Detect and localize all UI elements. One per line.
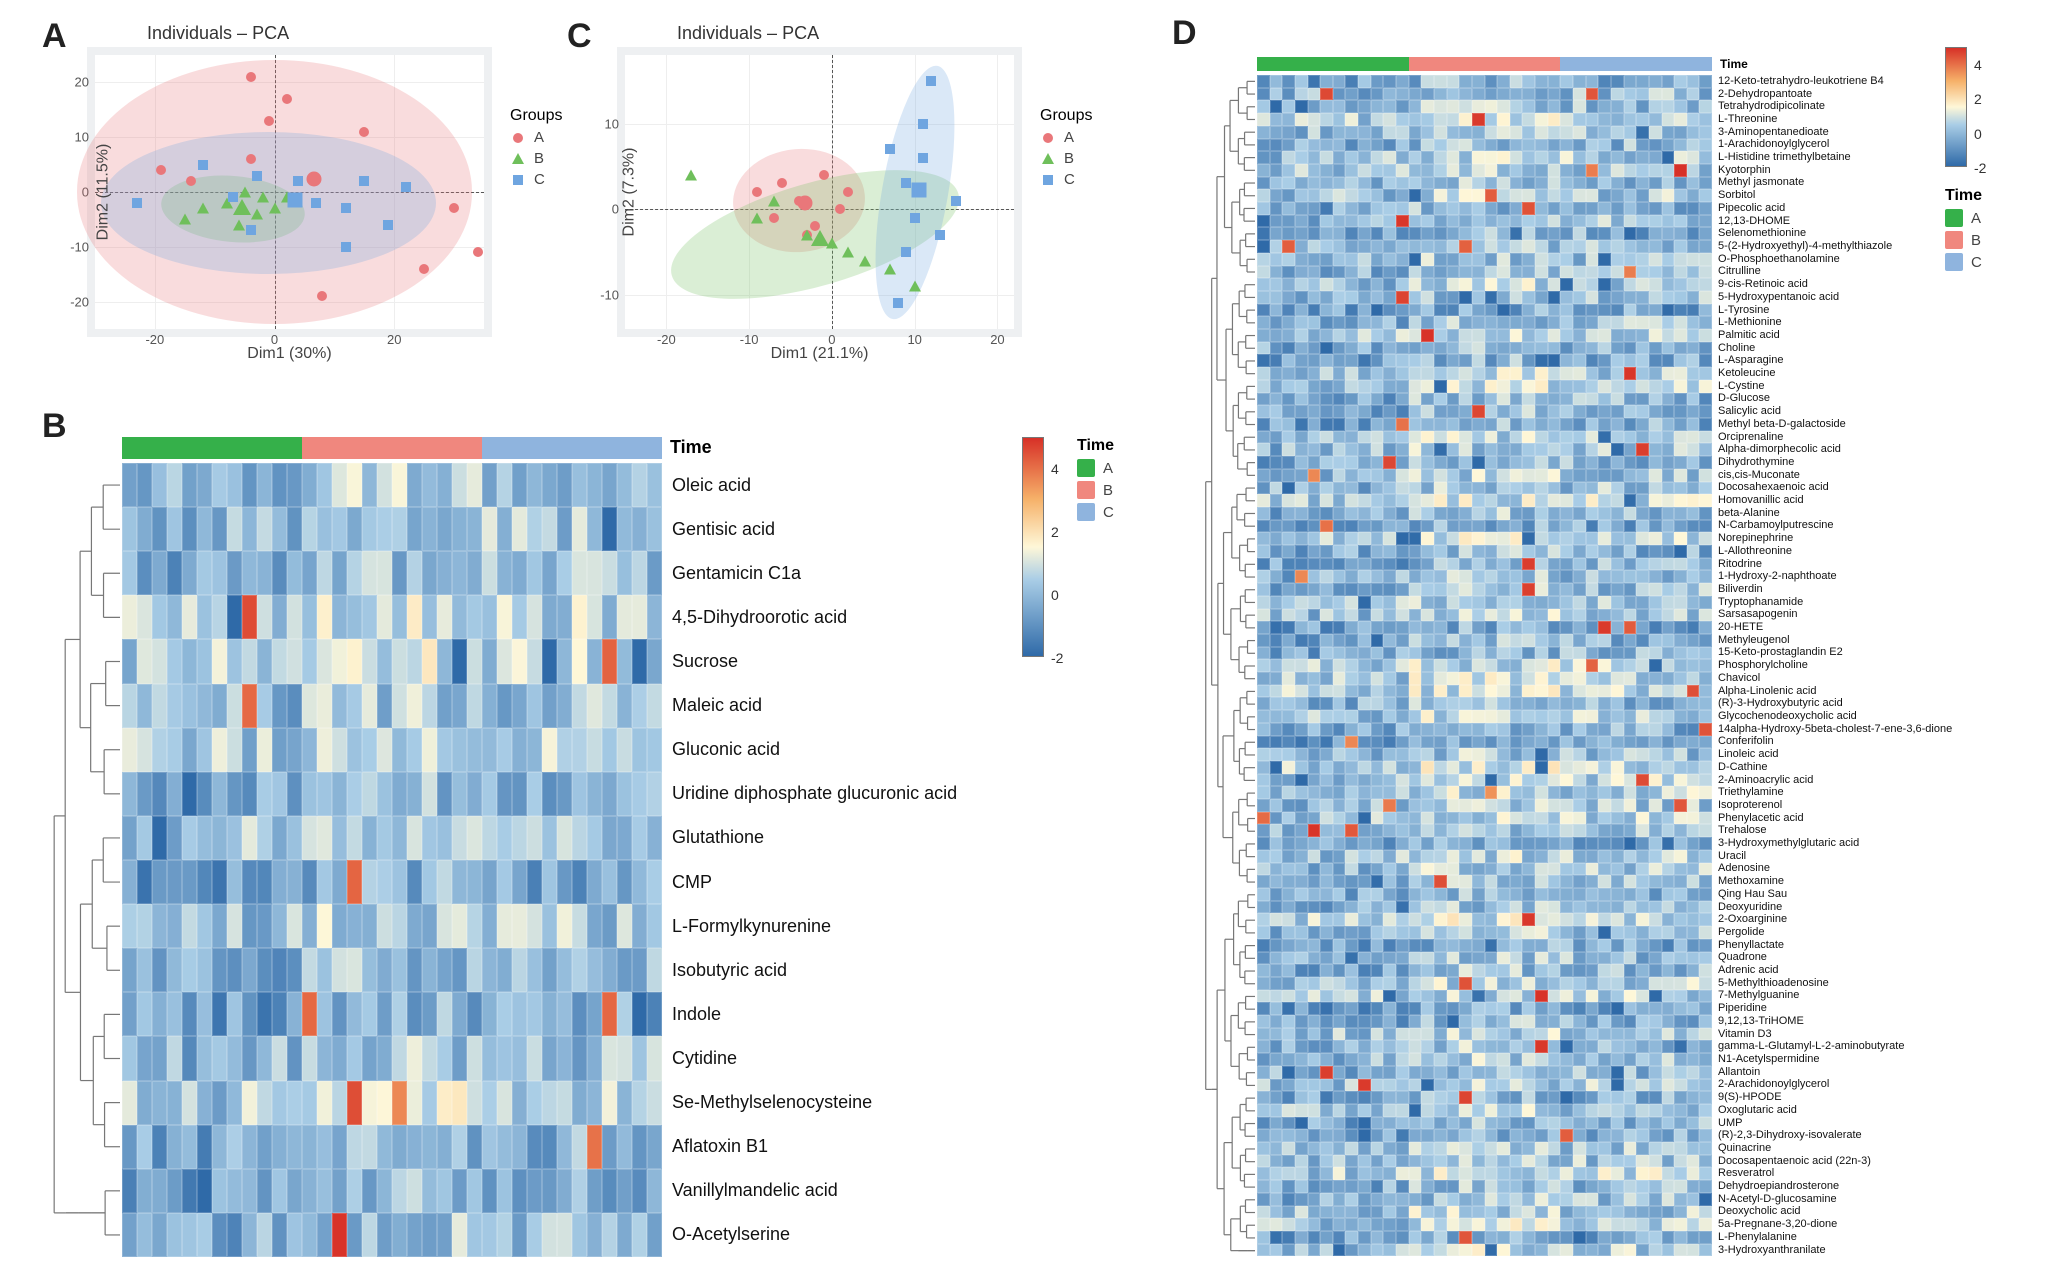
pca-c-point <box>843 187 853 197</box>
pca-c-point <box>918 119 928 129</box>
pca-a-point <box>383 220 393 230</box>
pca-a-centroid-B <box>233 199 251 215</box>
pca-a: -20020-20-1001020Individuals – PCADim1 (… <box>87 47 492 337</box>
pca-c-point <box>685 169 697 180</box>
pca-c-point <box>901 178 911 188</box>
pca-a-point <box>257 192 269 203</box>
heatmap-b-dendrogram <box>40 463 120 1257</box>
pca-a-point <box>197 203 209 214</box>
pca-c-point <box>926 76 936 86</box>
pca-a-centroid-A <box>306 171 321 186</box>
pca-a-point <box>239 187 251 198</box>
pca-a-point <box>401 182 411 192</box>
pca-c-point <box>842 246 854 257</box>
pca-c-point <box>768 195 780 206</box>
heatmap-b-time-legend: TimeABC <box>1077 437 1114 525</box>
pca-c-ylabel: Dim2 (7.3%) <box>620 148 638 237</box>
pca-a-point <box>317 291 327 301</box>
pca-a-point <box>246 72 256 82</box>
pca-a-legend: GroupsABC <box>510 107 562 192</box>
pca-a-point <box>282 94 292 104</box>
heatmap-b-row-labels: Oleic acidGentisic acidGentamicin C1a4,5… <box>672 463 957 1257</box>
heatmap-b-colorbar: -2024 <box>1022 437 1044 657</box>
pca-c-point <box>751 212 763 223</box>
pca-a-point <box>341 242 351 252</box>
pca-c-point <box>909 281 921 292</box>
pca-c-point <box>884 264 896 275</box>
pca-a-point <box>341 203 351 213</box>
pca-a-point <box>251 208 263 219</box>
pca-c-point <box>951 196 961 206</box>
pca-c-centroid-C <box>911 183 926 198</box>
pca-a-point <box>246 154 256 164</box>
pca-a-point <box>198 160 208 170</box>
pca-a-point <box>311 198 321 208</box>
pca-a-point <box>132 198 142 208</box>
pca-a-point <box>179 214 191 225</box>
pca-c-centroid-A <box>798 196 813 211</box>
pca-c-point <box>819 170 829 180</box>
panel-letter-B: B <box>42 407 67 446</box>
heatmap-d-colorbar: -2024 <box>1945 47 1967 167</box>
pca-c-point <box>893 298 903 308</box>
heatmap-d-anno-title: Time <box>1720 57 1748 71</box>
pca-a-point <box>359 176 369 186</box>
pca-c-point <box>910 213 920 223</box>
pca-a-point <box>269 203 281 214</box>
pca-a-point <box>449 203 459 213</box>
pca-a-xlabel: Dim1 (30%) <box>247 345 331 363</box>
pca-c: -20-1001020-10010Individuals – PCADim1 (… <box>617 47 1022 337</box>
pca-c-point <box>752 187 762 197</box>
pca-a-point <box>186 176 196 186</box>
heatmap-b <box>122 463 662 1257</box>
pca-a-point <box>264 116 274 126</box>
heatmap-d-dendrogram <box>1195 75 1255 1257</box>
pca-c-point <box>859 255 871 266</box>
pca-c-point <box>769 213 779 223</box>
heatmap-b-col-annotation <box>122 437 662 459</box>
heatmap-d-col-annotation <box>1257 57 1712 71</box>
pca-a-point <box>419 264 429 274</box>
pca-c-centroid-B <box>811 230 829 246</box>
panel-letter-C: C <box>567 17 592 56</box>
heatmap-b-anno-title: Time <box>670 437 712 458</box>
pca-c-point <box>918 153 928 163</box>
pca-c-point <box>835 204 845 214</box>
heatmap-d-row-labels: 12-Keto-tetrahydro-leukotriene B42-Dehyd… <box>1718 75 1952 1257</box>
pca-c-point <box>901 247 911 257</box>
heatmap-d <box>1257 75 1712 1257</box>
pca-c-point <box>777 178 787 188</box>
pca-a-point <box>233 219 245 230</box>
panel-letter-A: A <box>42 17 67 56</box>
pca-c-title: Individuals – PCA <box>677 23 819 44</box>
pca-c-xlabel: Dim1 (21.1%) <box>771 345 869 363</box>
pca-c-point <box>935 230 945 240</box>
pca-a-point <box>293 176 303 186</box>
pca-a-point <box>359 127 369 137</box>
panel-letter-D: D <box>1172 14 1197 53</box>
pca-a-point <box>156 165 166 175</box>
heatmap-d-time-legend: TimeABC <box>1945 187 1982 275</box>
pca-a-centroid-C <box>288 193 303 208</box>
pca-c-legend: GroupsABC <box>1040 107 1092 192</box>
pca-c-point <box>885 144 895 154</box>
pca-a-title: Individuals – PCA <box>147 23 289 44</box>
pca-a-ylabel: Dim2 (11.5%) <box>94 144 112 241</box>
pca-a-point <box>246 225 256 235</box>
pca-a-point <box>252 171 262 181</box>
pca-a-point <box>473 247 483 257</box>
